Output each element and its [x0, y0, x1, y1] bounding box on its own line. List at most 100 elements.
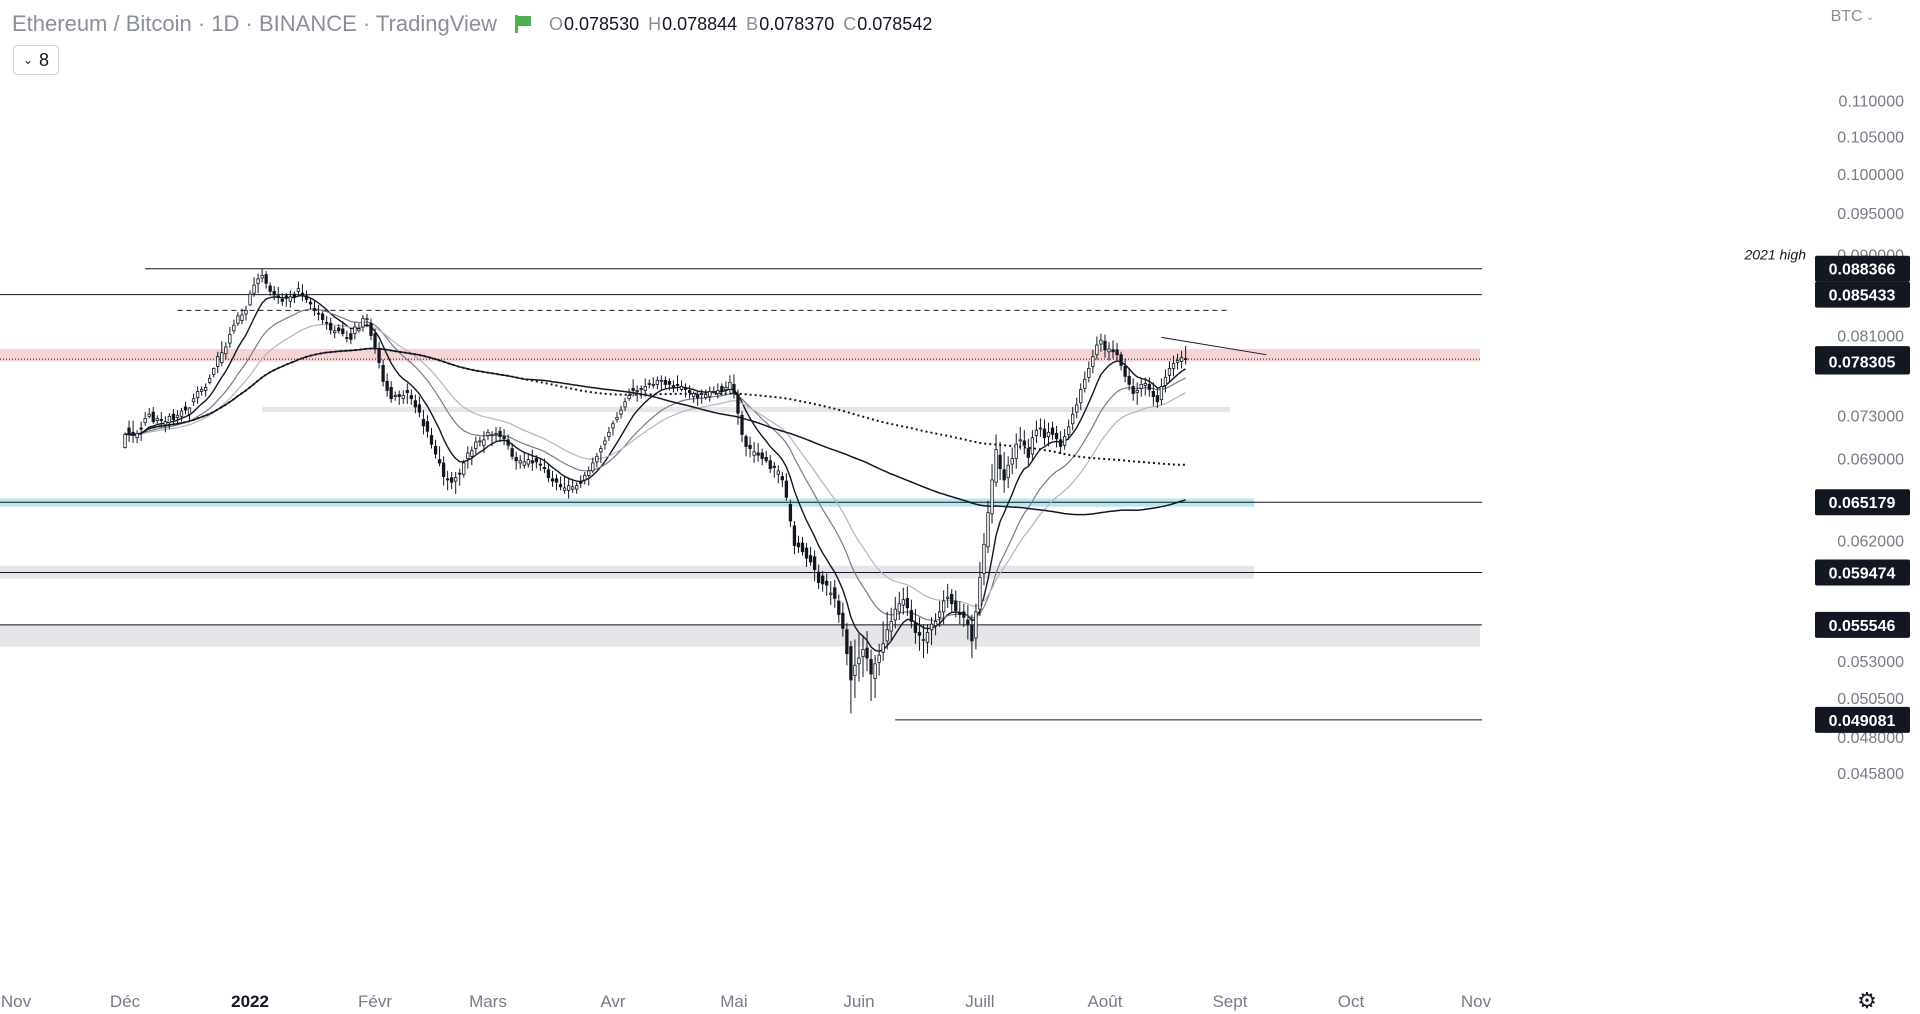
price-label: 0.059474: [1829, 565, 1896, 582]
y-tick-label: 0.048000: [1837, 730, 1904, 747]
candle: [1107, 348, 1111, 353]
candle: [1034, 429, 1039, 436]
candle: [595, 455, 599, 463]
candle: [228, 334, 232, 344]
price-label-box: [1815, 706, 1910, 733]
candle: [208, 377, 212, 383]
candle: [1014, 443, 1018, 459]
candle: [587, 470, 591, 476]
candle: [462, 462, 466, 475]
x-tick-label: Nov: [1461, 992, 1492, 1011]
candle: [1050, 427, 1055, 435]
y-tick-label: 0.069000: [1837, 452, 1904, 469]
price-label-box: [1815, 489, 1910, 516]
candle: [337, 327, 341, 332]
candle: [942, 600, 946, 613]
y-tick-label: 0.045800: [1837, 766, 1904, 783]
candle: [909, 610, 914, 622]
candle: [691, 393, 696, 398]
y-tick-label: 0.073000: [1837, 408, 1904, 425]
candle: [361, 318, 365, 328]
candle: [308, 301, 313, 305]
candle: [425, 421, 430, 432]
currency-selector[interactable]: BTC ⌄: [1831, 8, 1874, 26]
candle: [623, 401, 627, 408]
candle: [946, 596, 950, 599]
gear-icon[interactable]: ⚙: [1857, 988, 1877, 1013]
candle: [409, 395, 413, 400]
symbol-title[interactable]: Ethereum / Bitcoin · 1D · BINANCE · Trad…: [12, 11, 497, 36]
x-tick-label: Juill: [965, 992, 994, 1011]
candle: [450, 477, 454, 483]
candle: [679, 386, 684, 390]
candle: [881, 643, 885, 653]
candle: [179, 410, 184, 417]
candle: [1083, 378, 1087, 389]
price-zone: [0, 624, 1480, 647]
candle: [341, 328, 345, 335]
candle: [296, 288, 301, 292]
candle: [784, 480, 789, 498]
candle: [752, 451, 756, 456]
x-tick-label: Avr: [600, 992, 626, 1011]
candle: [333, 330, 337, 334]
indicator-line-ma_long: [125, 347, 1186, 516]
candle: [300, 292, 305, 297]
candle: [929, 623, 934, 631]
candle: [913, 622, 918, 633]
candle: [1030, 437, 1035, 455]
candle: [853, 664, 857, 676]
candle: [163, 421, 167, 426]
candle: [675, 383, 680, 386]
price-label-box: [1815, 281, 1910, 308]
indicator-line-ema_slow: [125, 323, 1186, 607]
candle: [224, 346, 228, 355]
price-label-box: [1815, 559, 1910, 586]
price-label: 0.088366: [1829, 262, 1896, 279]
candle: [607, 431, 611, 437]
candle: [123, 434, 127, 448]
candle: [264, 274, 268, 284]
price-label: 0.065179: [1829, 495, 1896, 512]
candle: [1046, 431, 1051, 437]
candle: [724, 387, 728, 390]
candle: [542, 467, 547, 469]
candle: [885, 629, 889, 642]
indicators-toggle-button[interactable]: ⌄ 8: [13, 45, 59, 75]
candle: [667, 380, 672, 385]
candle: [252, 284, 256, 294]
candle: [821, 575, 825, 585]
candle: [345, 337, 349, 339]
candle: [433, 445, 438, 455]
candle: [316, 312, 321, 315]
candle: [671, 385, 676, 388]
candle: [1058, 439, 1063, 447]
candle: [808, 555, 813, 563]
flag-icon[interactable]: [515, 15, 531, 33]
candle: [1151, 391, 1156, 398]
y-tick-label: 0.081000: [1837, 329, 1904, 346]
open-value: 0.078530: [564, 13, 640, 34]
candle: [199, 389, 204, 392]
close-key: C: [843, 13, 857, 34]
candle: [1143, 382, 1147, 386]
candle: [954, 600, 958, 611]
candle: [204, 387, 208, 391]
candle: [651, 383, 655, 386]
candle: [437, 459, 442, 464]
candle: [1155, 395, 1160, 403]
candle: [478, 440, 482, 443]
trendline: [1161, 336, 1267, 356]
candle: [570, 486, 575, 490]
candle: [712, 391, 716, 393]
candle: [877, 654, 881, 663]
candle: [958, 612, 962, 615]
low-value: 0.078370: [759, 13, 835, 34]
candle: [683, 388, 688, 390]
candle: [1171, 363, 1176, 369]
candle: [151, 411, 155, 423]
y-tick-label: 0.100000: [1837, 167, 1904, 184]
candle: [716, 390, 720, 394]
candle: [1099, 339, 1103, 345]
